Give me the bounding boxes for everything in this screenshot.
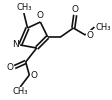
Text: N: N (12, 40, 19, 50)
Text: CH₃: CH₃ (12, 88, 28, 96)
Text: O: O (7, 62, 14, 72)
Text: CH₃: CH₃ (16, 4, 32, 12)
Text: O: O (86, 30, 93, 40)
Text: O: O (37, 12, 44, 20)
Text: O: O (30, 70, 37, 80)
Text: CH₃: CH₃ (95, 22, 111, 32)
Text: O: O (72, 5, 79, 14)
